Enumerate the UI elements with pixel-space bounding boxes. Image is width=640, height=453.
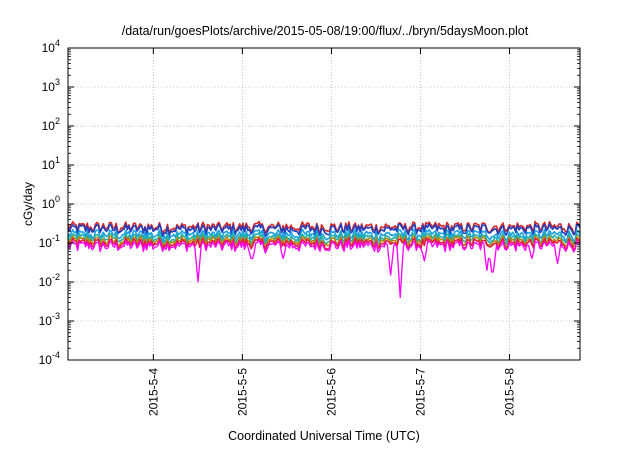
x-tick-label: 2015-5-4 [146,368,160,416]
x-tick-label: 2015-5-6 [324,368,338,416]
y-tick-label: 102 [42,116,60,133]
chart-title: /data/run/goesPlots/archive/2015-05-08/1… [122,24,529,38]
y-tick-label: 104 [42,38,60,55]
series-group [67,220,581,299]
x-tick-label: 2015-5-8 [503,368,517,416]
series-line [67,239,581,299]
y-tick-label: 10-4 [39,350,60,367]
y-tick-label: 10-1 [39,233,60,250]
y-tick-label: 103 [42,77,60,94]
x-tick-label: 2015-5-7 [413,368,427,416]
y-tick-label: 101 [42,155,60,172]
series-line [67,228,581,243]
y-tick-label: 10-3 [39,311,60,328]
grid [68,48,580,360]
y-tick-label: 10-2 [39,272,60,289]
series-line [67,223,581,238]
series-line [67,232,581,246]
y-tick-label: 100 [42,194,60,211]
x-axis-label: Coordinated Universal Time (UTC) [228,429,420,443]
y-axis-label: cGy/day [21,182,35,226]
series-line [67,237,581,251]
ticks: 10-4 10-3 10-2 10-1 100 101 102 103 104 2015-5-4 2… [39,38,580,416]
x-tick-label: 2015-5-5 [235,368,249,416]
